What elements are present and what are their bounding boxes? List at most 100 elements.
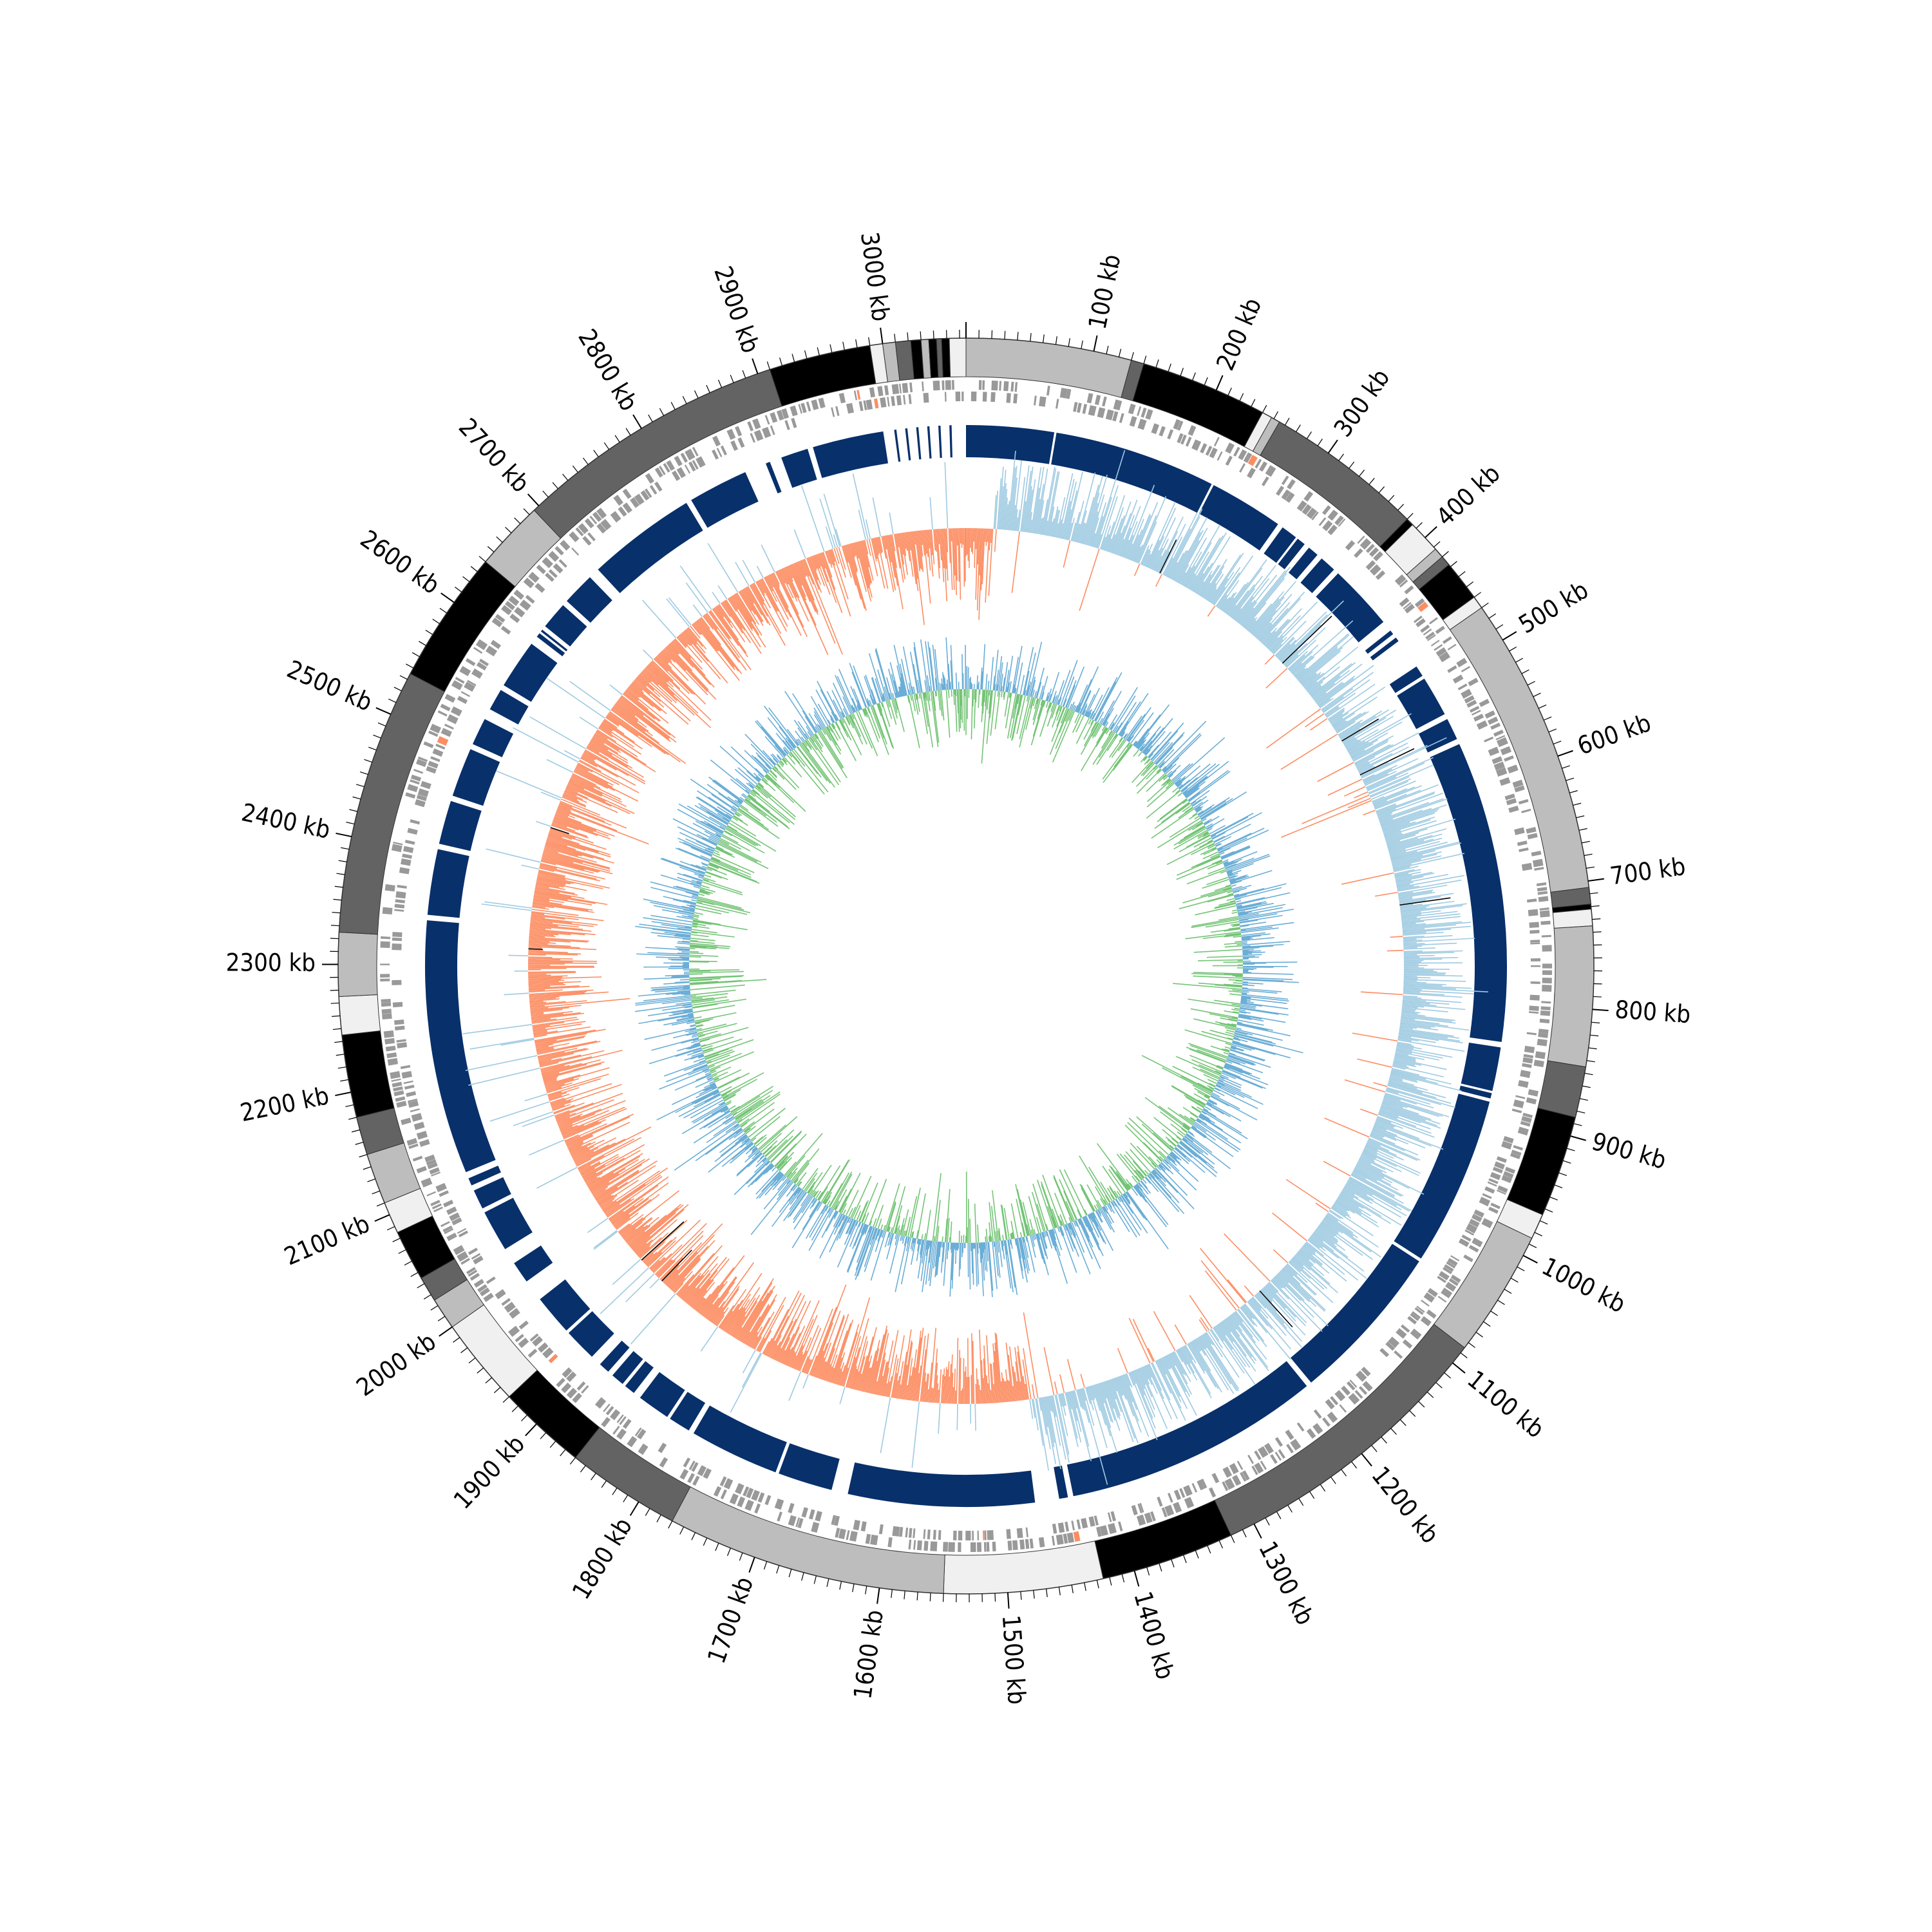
gc-content-bar xyxy=(1028,641,1043,697)
gc-content-bar xyxy=(1229,874,1248,882)
gc-skew-bar xyxy=(779,1350,786,1363)
gc-content-bar xyxy=(1231,911,1238,914)
cds-feature xyxy=(618,506,627,517)
gc-skew-bar xyxy=(1349,732,1388,755)
gc-skew-bar xyxy=(530,919,594,927)
cds-feature xyxy=(1388,1336,1400,1348)
cds-feature xyxy=(1151,423,1159,435)
gc-skew-bar xyxy=(858,1336,874,1391)
gc-skew-bar xyxy=(780,1333,795,1363)
gc-content-bar xyxy=(1141,733,1157,752)
cds-feature xyxy=(659,466,666,475)
gc-skew-bar xyxy=(1315,1202,1329,1213)
gc-skew-bar xyxy=(1135,515,1157,563)
gc-content-bar xyxy=(1198,1064,1222,1075)
gc-skew-bar xyxy=(1257,1292,1303,1342)
homology-block xyxy=(1394,1094,1490,1259)
gc-skew-bar xyxy=(626,688,669,724)
gc-skew-bar xyxy=(796,562,819,613)
cds-feature xyxy=(1488,1206,1499,1214)
gc-skew-bar xyxy=(1346,1182,1368,1196)
cds-feature xyxy=(716,448,723,457)
gc-skew-bar xyxy=(840,1332,858,1387)
gc-skew-bar xyxy=(1255,1294,1302,1348)
gc-content-bar xyxy=(1036,681,1042,699)
gc-content-bar xyxy=(883,1225,886,1231)
cds-feature xyxy=(687,1473,695,1484)
cds-feature xyxy=(1523,1054,1534,1059)
gc-content-bar xyxy=(1234,1033,1276,1045)
gc-content-bar xyxy=(816,1202,823,1212)
gc-skew-bar xyxy=(1267,1282,1307,1323)
gc-skew-bar xyxy=(940,1374,943,1403)
gc-skew-bar xyxy=(1336,1199,1379,1227)
gc-skew-bar xyxy=(1256,1293,1287,1329)
gc-content-bar xyxy=(1143,756,1148,762)
cds-feature xyxy=(1136,1514,1146,1526)
gc-content-bar xyxy=(1039,685,1044,699)
minor-tick xyxy=(1528,1244,1537,1248)
gc-content-bar xyxy=(1090,694,1103,719)
gc-skew-bar xyxy=(1317,1226,1338,1243)
minor-tick xyxy=(1171,1559,1175,1567)
cds-feature xyxy=(1255,459,1262,469)
gc-content-bar xyxy=(1229,1052,1236,1056)
gc-skew-bar xyxy=(1380,1107,1441,1129)
gc-skew-bar xyxy=(599,1179,639,1206)
gc-content-bar xyxy=(944,1218,948,1242)
gc-skew-bar xyxy=(1401,910,1441,916)
gc-skew-bar xyxy=(631,1204,684,1249)
gc-content-bar xyxy=(1079,1218,1090,1238)
gc-content-bar xyxy=(1019,697,1032,748)
gc-skew-bar xyxy=(1384,1095,1401,1101)
gc-content-bar xyxy=(1142,727,1164,753)
cds-feature xyxy=(1368,547,1379,557)
cds-feature xyxy=(391,1078,401,1082)
gc-content-bar xyxy=(1177,792,1183,797)
gc-skew-bar xyxy=(1311,662,1356,697)
cds-feature xyxy=(446,1233,457,1242)
gc-skew-bar xyxy=(630,1208,679,1249)
gc-content-bar xyxy=(1242,987,1248,989)
gc-skew-bar xyxy=(882,536,895,592)
gc-skew-bar xyxy=(1098,1383,1112,1422)
gc-content-bar xyxy=(1148,1156,1159,1166)
cds-feature xyxy=(1472,1237,1483,1247)
gc-content-bar xyxy=(1221,846,1251,859)
gc-content-bar xyxy=(1199,840,1213,848)
cds-feature xyxy=(416,1130,428,1140)
gc-skew-bar xyxy=(843,1297,871,1387)
gc-content-bar xyxy=(902,1209,909,1236)
gc-skew-bar xyxy=(1396,876,1424,883)
gc-skew-bar xyxy=(795,1352,804,1370)
cds-feature xyxy=(1473,714,1484,722)
gc-content-bar xyxy=(1236,902,1267,910)
major-tick xyxy=(439,1326,453,1337)
minor-tick xyxy=(1468,1342,1475,1349)
cds-feature xyxy=(518,1320,529,1330)
gc-content-bar xyxy=(1189,1048,1226,1063)
gc-skew-bar xyxy=(954,1390,956,1404)
cds-feature xyxy=(1521,1116,1532,1123)
gc-skew-bar xyxy=(530,998,630,1009)
minor-tick xyxy=(1378,486,1385,493)
cds-feature xyxy=(1464,1229,1474,1236)
gc-content-bar xyxy=(925,1240,932,1285)
gc-skew-bar xyxy=(528,973,547,975)
gc-skew-bar xyxy=(677,636,687,647)
gc-skew-bar xyxy=(911,531,918,579)
gc-content-bar xyxy=(934,1241,940,1278)
cds-feature xyxy=(1029,1539,1034,1549)
gc-skew-bar xyxy=(998,466,1004,529)
gc-skew-bar xyxy=(674,638,703,670)
gc-skew-bar xyxy=(576,764,589,772)
gc-skew-bar xyxy=(873,1329,888,1394)
cds-feature xyxy=(416,1166,427,1174)
gc-skew-bar xyxy=(1351,735,1394,759)
gc-content-bar xyxy=(1226,869,1233,873)
gc-skew-bar xyxy=(536,882,560,888)
gc-skew-bar xyxy=(925,529,929,558)
gc-skew-bar xyxy=(578,761,639,793)
gc-content-bar xyxy=(838,1189,852,1213)
gc-skew-bar xyxy=(1383,1097,1443,1117)
